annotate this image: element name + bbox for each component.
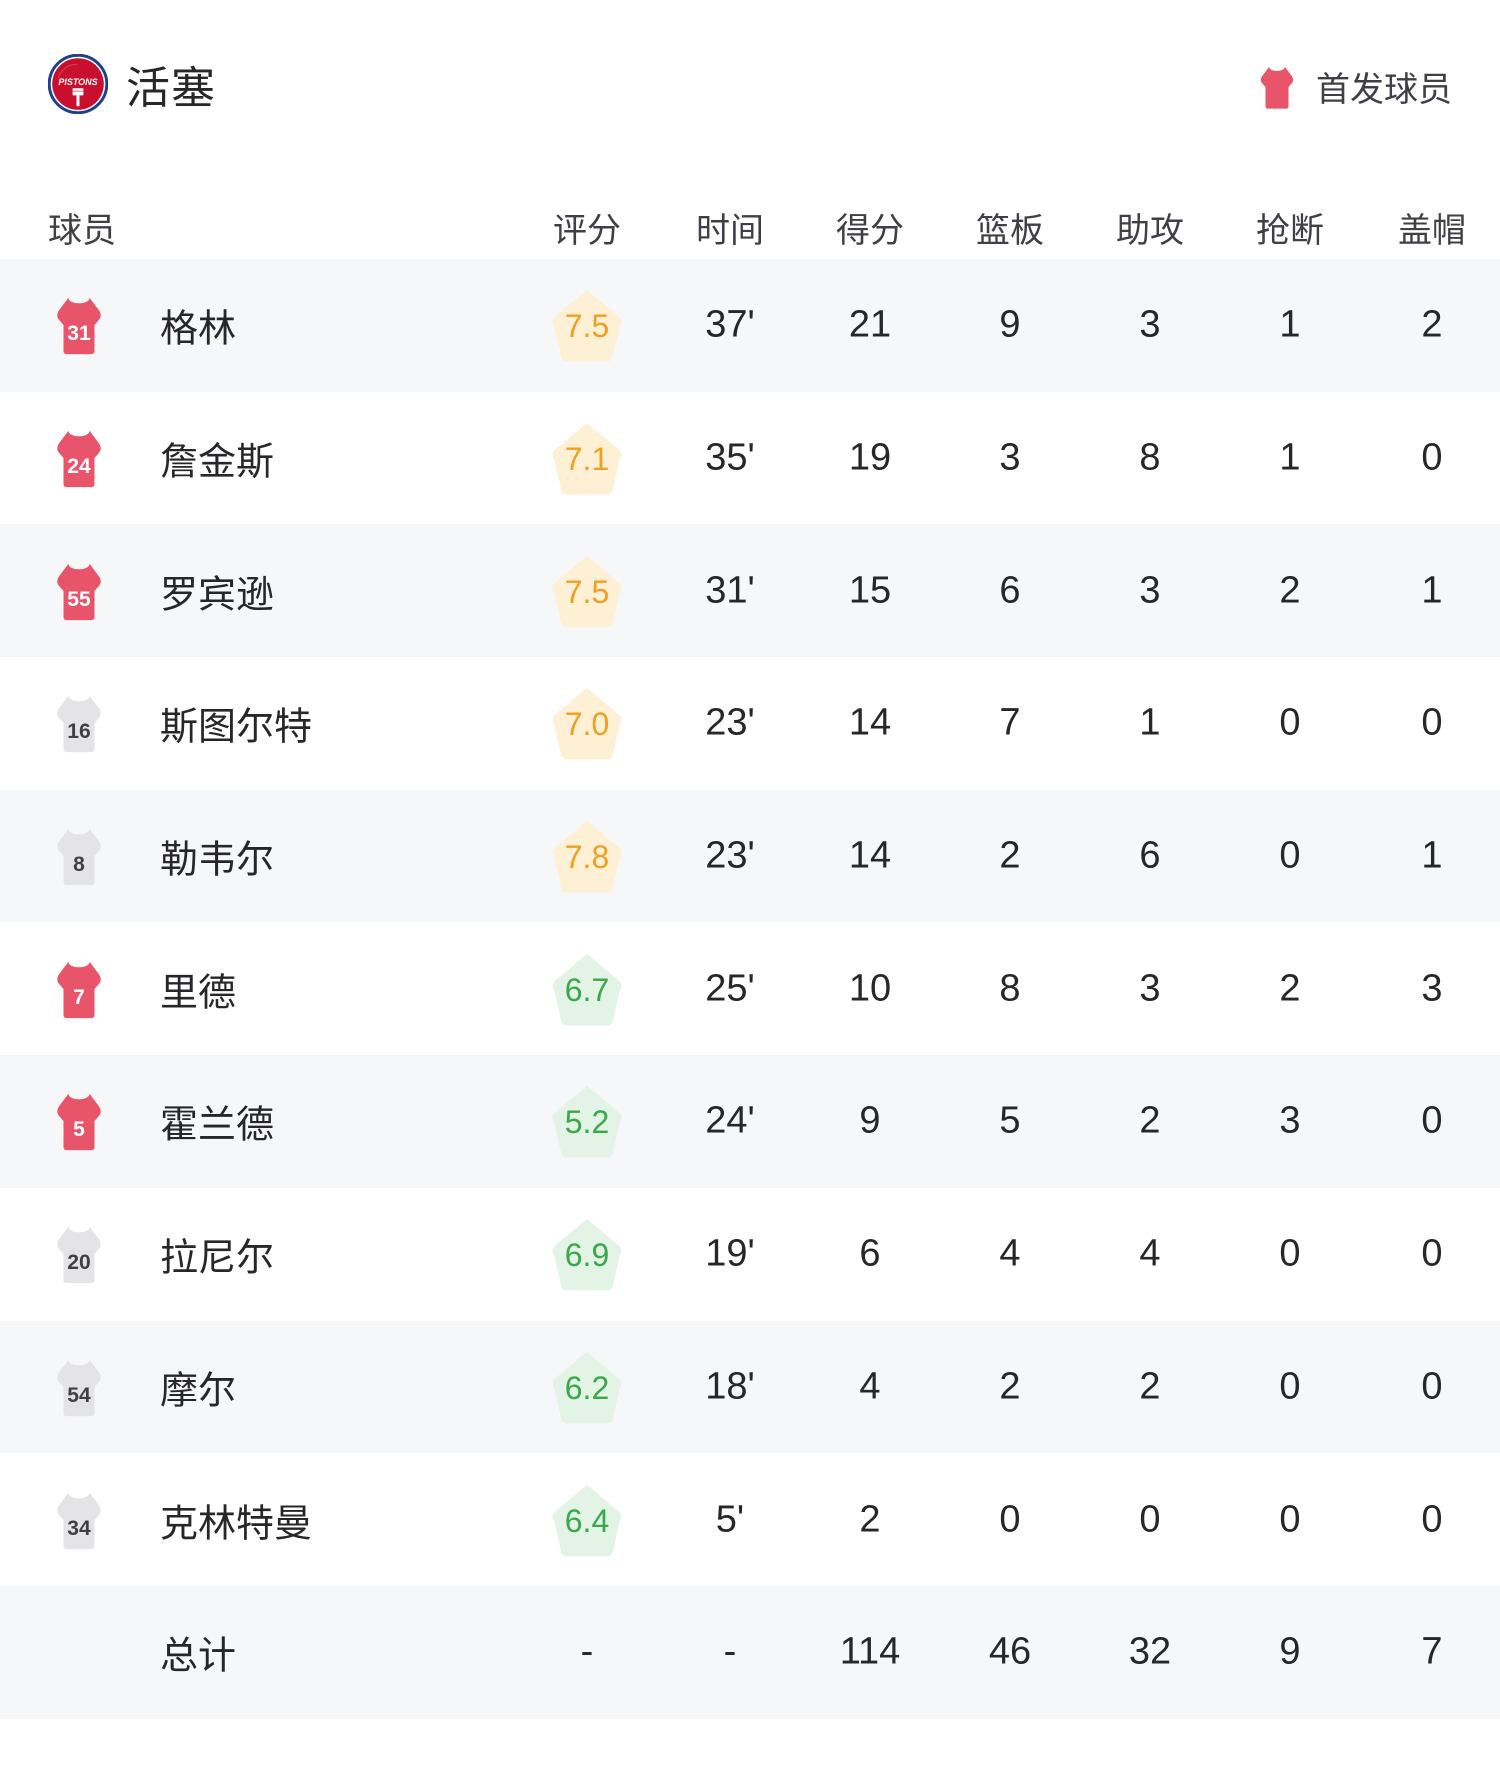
svg-text:5: 5: [73, 1118, 85, 1141]
svg-text:34: 34: [67, 1516, 91, 1539]
svg-text:PISTONS: PISTONS: [58, 77, 97, 87]
svg-text:20: 20: [67, 1251, 90, 1274]
svg-text:31: 31: [67, 322, 91, 345]
svg-text:7: 7: [73, 986, 85, 1009]
svg-text:16: 16: [67, 720, 90, 743]
svg-text:54: 54: [67, 1384, 91, 1407]
svg-text:24: 24: [67, 455, 91, 478]
svg-text:8: 8: [73, 853, 85, 876]
svg-text:55: 55: [67, 588, 91, 611]
